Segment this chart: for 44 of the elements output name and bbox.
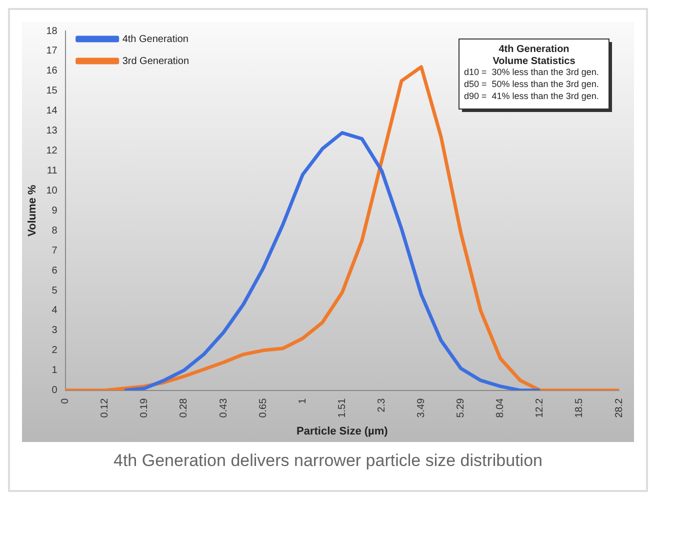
x-tick-label: 28.2	[614, 398, 625, 418]
x-tick-label: 0.65	[258, 398, 269, 418]
y-tick-label: 1	[52, 365, 58, 376]
y-tick-label: 10	[46, 185, 58, 196]
x-tick-label: 1	[297, 398, 308, 404]
x-tick-label: 18.5	[574, 398, 586, 418]
y-tick-label: 15	[46, 86, 58, 97]
annotation: d10 = 30% less than the 3rd gen.	[464, 66, 599, 77]
y-tick-label: 8	[52, 225, 58, 236]
y-tick-label: 11	[46, 165, 58, 176]
x-tick-label: 5.29	[456, 398, 467, 418]
annotation: d50 = 50% less than the 3rd gen.	[464, 78, 599, 89]
x-tick-label: 0.28	[178, 398, 190, 418]
x-tick-label: 1.51	[336, 398, 348, 418]
y-tick-label: 6	[52, 265, 58, 276]
x-axis-title: Particle Size (µm)	[296, 425, 388, 438]
y-tick-label: 2	[52, 345, 58, 356]
y-tick-label: 13	[46, 126, 58, 137]
text: 4th Generation delivers narrower particle size distribution	[112, 450, 544, 472]
y-tick-label: 4	[52, 305, 58, 316]
x-tick-label: 12.2	[534, 398, 546, 418]
annotation: 4th Generation	[498, 44, 570, 55]
annotation: Volume Statistics	[492, 56, 576, 67]
x-tick-label: 0.12	[100, 398, 111, 418]
x-tick-label: 0	[60, 398, 72, 404]
x-tick-label: 3.49	[416, 398, 428, 418]
y-tick-label: 9	[52, 205, 58, 216]
y-tick-label: 14	[46, 106, 58, 117]
x-tick-label: 0.19	[139, 398, 150, 418]
y-tick-label: 0	[52, 385, 58, 396]
y-tick-label: 5	[52, 285, 58, 296]
legend-label: 4th Generation	[122, 34, 188, 45]
y-tick-label: 17	[46, 46, 58, 57]
y-tick-label: 7	[52, 245, 58, 256]
x-tick-label: 8.04	[495, 398, 506, 418]
y-tick-label: 3	[52, 325, 58, 336]
y-axis-title: Volume %	[26, 184, 39, 237]
y-tick-label: 18	[46, 26, 58, 37]
y-tick-label: 16	[46, 66, 58, 77]
legend-label: 3rd Generation	[122, 56, 190, 67]
y-tick-label: 12	[46, 146, 58, 157]
x-tick-label: 0.43	[218, 398, 230, 418]
annotation: d90 = 41% less than the 3rd gen.	[464, 90, 599, 101]
x-tick-label: 2.3	[376, 398, 388, 412]
